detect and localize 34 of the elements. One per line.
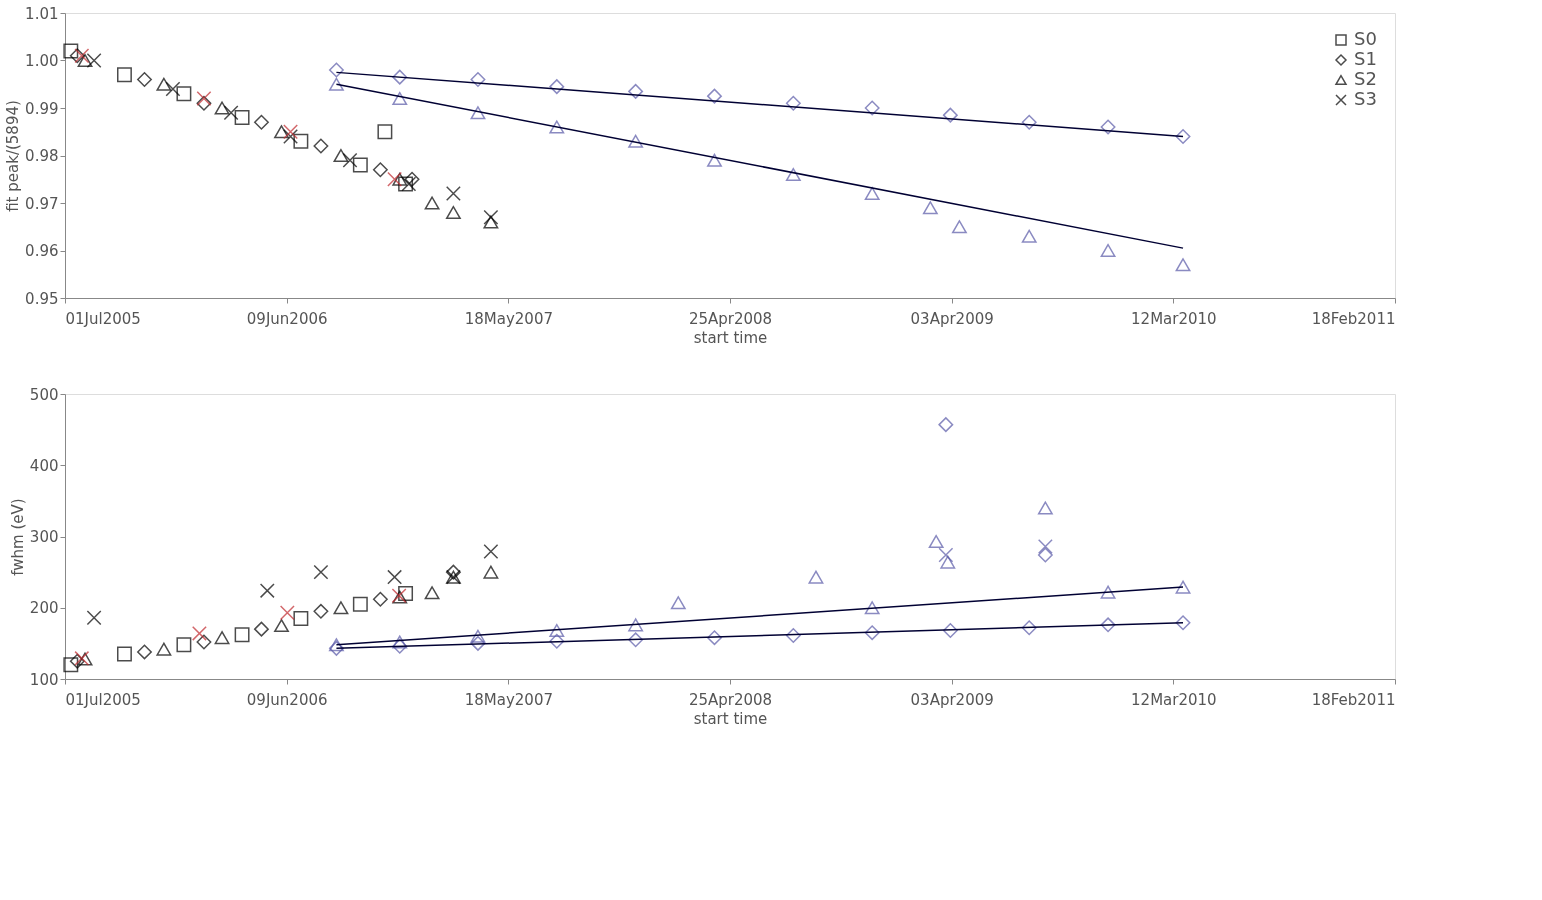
y-tick-label: 300 [29,528,59,546]
x-tick-label: 09Jun2006 [246,309,328,328]
x-tick-label: 18Feb2011 [1311,690,1396,709]
x-tick-label: 09Jun2006 [246,690,328,709]
y-axis-title: fwhm (eV) [8,498,27,576]
x-tick-label: 18May2007 [464,690,553,709]
x-tick-label: 12Mar2010 [1131,690,1217,709]
legend-label: S2 [1354,68,1377,89]
x-tick-label: 03Apr2009 [910,690,994,709]
y-tick-label: 0.98 [25,147,59,165]
x-tick-label: 25Apr2008 [688,690,773,709]
x-tick-label: 18Feb2011 [1311,309,1396,328]
x-tick-label: 01Jul2005 [65,309,141,328]
y-tick-label: 500 [29,385,59,404]
legend-label: S0 [1354,28,1377,49]
y-tick-label: 0.99 [25,99,59,118]
y-tick-label: 400 [29,456,59,475]
y-axis-title: fit peak/(5894) [4,100,23,212]
legend-label: S3 [1354,88,1377,109]
x-tick-label: 01Jul2005 [65,690,141,709]
y-tick-label: 0.96 [25,242,59,260]
y-tick-label: 100 [29,670,59,689]
x-axis-title: start time [693,328,768,347]
x-axis-title: start time [693,709,768,728]
x-tick-label: 25Apr2008 [688,309,773,328]
legend-label: S1 [1354,48,1377,69]
x-tick-label: 12Mar2010 [1131,309,1217,328]
y-tick-label: 200 [29,599,59,618]
y-tick-label: 0.95 [25,289,59,308]
y-tick-label: 1.00 [25,52,59,70]
y-tick-label: 1.01 [25,4,59,23]
x-tick-label: 18May2007 [464,309,553,328]
x-tick-label: 03Apr2009 [910,309,994,328]
y-tick-label: 0.97 [25,194,59,213]
